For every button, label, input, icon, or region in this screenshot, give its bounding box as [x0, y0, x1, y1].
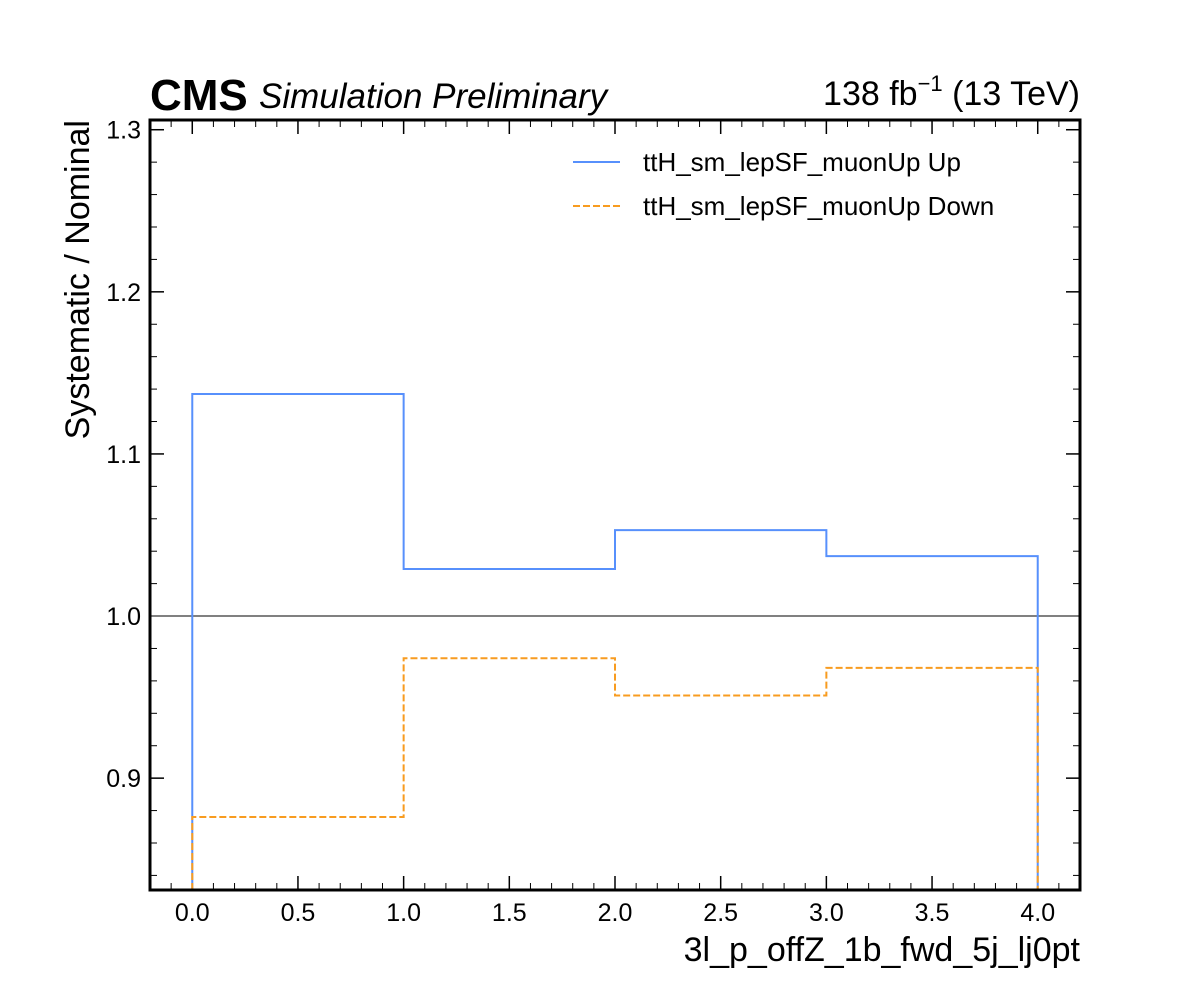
legend-label-down: ttH_sm_lepSF_muonUp Down — [643, 191, 994, 221]
x-tick-label: 1.5 — [492, 899, 527, 927]
energy-label: (13 TeV) — [952, 75, 1080, 113]
series-line-down — [191, 657, 1039, 890]
x-axis-label: 3l_p_offZ_1b_fwd_5j_lj0pt — [684, 931, 1081, 969]
plot-frame — [148, 118, 1082, 892]
x-tick-label: 2.5 — [703, 899, 738, 927]
legend: ttH_sm_lepSF_muonUp Up ttH_sm_lepSF_muonU… — [573, 147, 994, 221]
legend-label-up: ttH_sm_lepSF_muonUp Up — [643, 147, 961, 177]
y-tick-label: 1.3 — [106, 117, 141, 145]
plot-area — [148, 118, 1082, 892]
x-tick-label: 4.0 — [1020, 899, 1055, 927]
major-ticks — [150, 120, 1080, 890]
status-label: Simulation Preliminary — [259, 77, 610, 116]
x-tick-label: 0.5 — [281, 899, 316, 927]
luminosity-value: 138 fb — [823, 75, 918, 113]
luminosity-exponent: −1 — [918, 71, 943, 96]
y-tick-label: 1.1 — [106, 441, 141, 469]
x-tick-labels: 0.0 0.5 1.0 1.5 2.0 2.5 3.0 3.5 4.0 — [175, 899, 1055, 927]
x-tick-label: 2.0 — [598, 899, 633, 927]
luminosity-label: 138 fb−1 (13 TeV) — [823, 71, 1080, 113]
x-tick-label: 3.5 — [915, 899, 950, 927]
series-group — [191, 392, 1039, 890]
y-tick-label: 0.9 — [106, 765, 141, 793]
y-tick-labels: 0.9 1.0 1.1 1.2 1.3 — [106, 117, 141, 793]
y-axis-label: Systematic / Nominal — [59, 120, 97, 439]
experiment-label: CMS — [150, 71, 248, 120]
series-line-up — [191, 392, 1039, 890]
x-tick-label: 0.0 — [175, 899, 210, 927]
minor-ticks — [149, 120, 1081, 890]
y-tick-label: 1.0 — [106, 603, 141, 631]
y-tick-label: 1.2 — [106, 279, 141, 307]
x-tick-label: 1.0 — [386, 899, 421, 927]
x-tick-label: 3.0 — [809, 899, 844, 927]
